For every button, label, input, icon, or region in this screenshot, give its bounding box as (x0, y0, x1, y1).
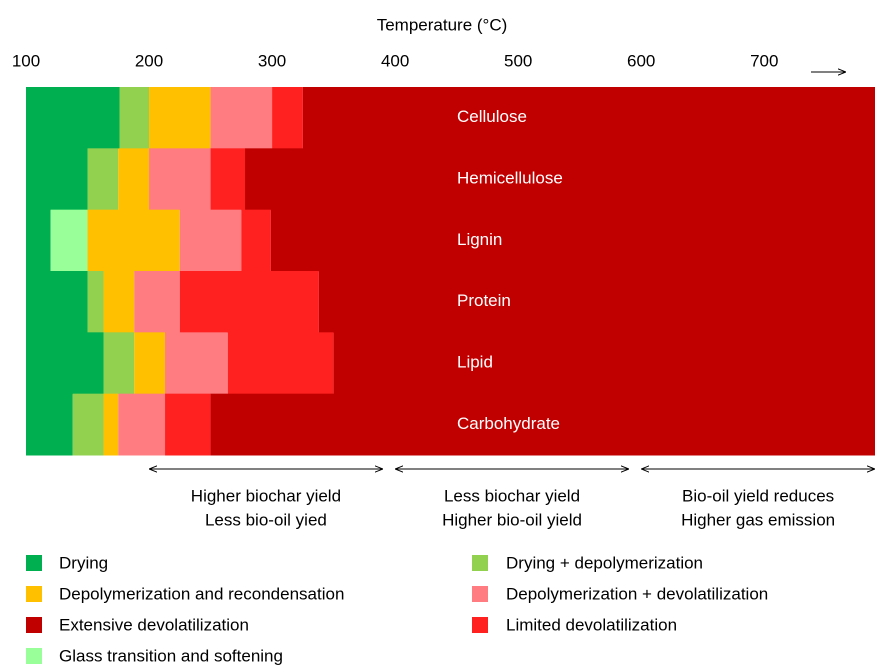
annotation-text: Bio-oil yield reduces (682, 486, 834, 505)
category-label: Carbohydrate (457, 414, 560, 433)
legend-label: Depolymerization + devolatilization (506, 584, 768, 603)
x-tick-label: 300 (258, 51, 286, 70)
bar-segment (210, 393, 875, 456)
legend-swatch (26, 586, 42, 602)
legend-swatch (26, 617, 42, 633)
category-label: Lignin (457, 230, 502, 249)
legend-label: Drying (59, 553, 108, 572)
bar-segment (87, 148, 119, 211)
bar-segment (149, 148, 211, 211)
bar-segment (87, 271, 104, 333)
legend-swatch (472, 555, 488, 571)
bar-segment (26, 332, 104, 395)
bar-segment (103, 332, 135, 395)
annotation-text: Higher gas emission (681, 510, 835, 529)
bar-segment (118, 393, 166, 456)
bar-segment (134, 271, 180, 333)
legend-label: Drying + depolymerization (506, 553, 703, 572)
bar-segment (103, 393, 119, 456)
axis-title: Temperature (°C) (377, 15, 508, 34)
legend-label: Depolymerization and recondensation (59, 584, 344, 603)
annotation-text: Less biochar yield (444, 486, 580, 505)
category-label: Lipid (457, 352, 493, 371)
bar-segment (270, 209, 875, 272)
bar-segment (26, 148, 88, 211)
bar-segment (179, 271, 319, 333)
category-label: Hemicellulose (457, 168, 563, 187)
legend-swatch (26, 555, 42, 571)
legend-swatch (472, 586, 488, 602)
legend-swatch (472, 617, 488, 633)
bar-segment (87, 209, 180, 272)
bar-segment (50, 209, 88, 272)
bar-segment (119, 87, 150, 149)
x-tick-label: 700 (750, 51, 778, 70)
bar-segment (72, 393, 104, 456)
bar-segment (302, 87, 875, 149)
x-tick-label: 200 (135, 51, 163, 70)
bar-segment (26, 393, 73, 456)
bar-segment (333, 332, 875, 395)
legend-swatch (26, 648, 42, 664)
bar-segment (118, 148, 150, 211)
bar-segment (241, 209, 271, 272)
bar-segment (134, 332, 166, 395)
category-label: Cellulose (457, 107, 527, 126)
x-tick-label: 100 (12, 51, 40, 70)
bar-segment (210, 148, 246, 211)
legend-label: Extensive devolatilization (59, 615, 249, 634)
bar-segment (318, 271, 875, 333)
bar-segment (227, 332, 334, 395)
annotation-text: Higher biochar yield (191, 486, 341, 505)
x-tick-label: 600 (627, 51, 655, 70)
bar-segment (210, 87, 273, 149)
bar-segment (149, 87, 211, 149)
category-label: Protein (457, 291, 511, 310)
bar-segment (103, 271, 135, 333)
bar-segment (179, 209, 242, 272)
annotation-text: Less bio-oil yied (205, 510, 327, 529)
legend-label: Limited devolatilization (506, 615, 677, 634)
bar-segment (26, 87, 120, 149)
x-tick-label: 400 (381, 51, 409, 70)
bar-segment (165, 393, 211, 456)
x-tick-label: 500 (504, 51, 532, 70)
legend-label: Glass transition and softening (59, 646, 283, 665)
bar-segment (26, 271, 88, 333)
annotation-text: Higher bio-oil yield (442, 510, 582, 529)
bar-segment (26, 209, 51, 272)
bar-segment (165, 332, 228, 395)
bar-segment (245, 148, 875, 211)
bar-segment (272, 87, 303, 149)
